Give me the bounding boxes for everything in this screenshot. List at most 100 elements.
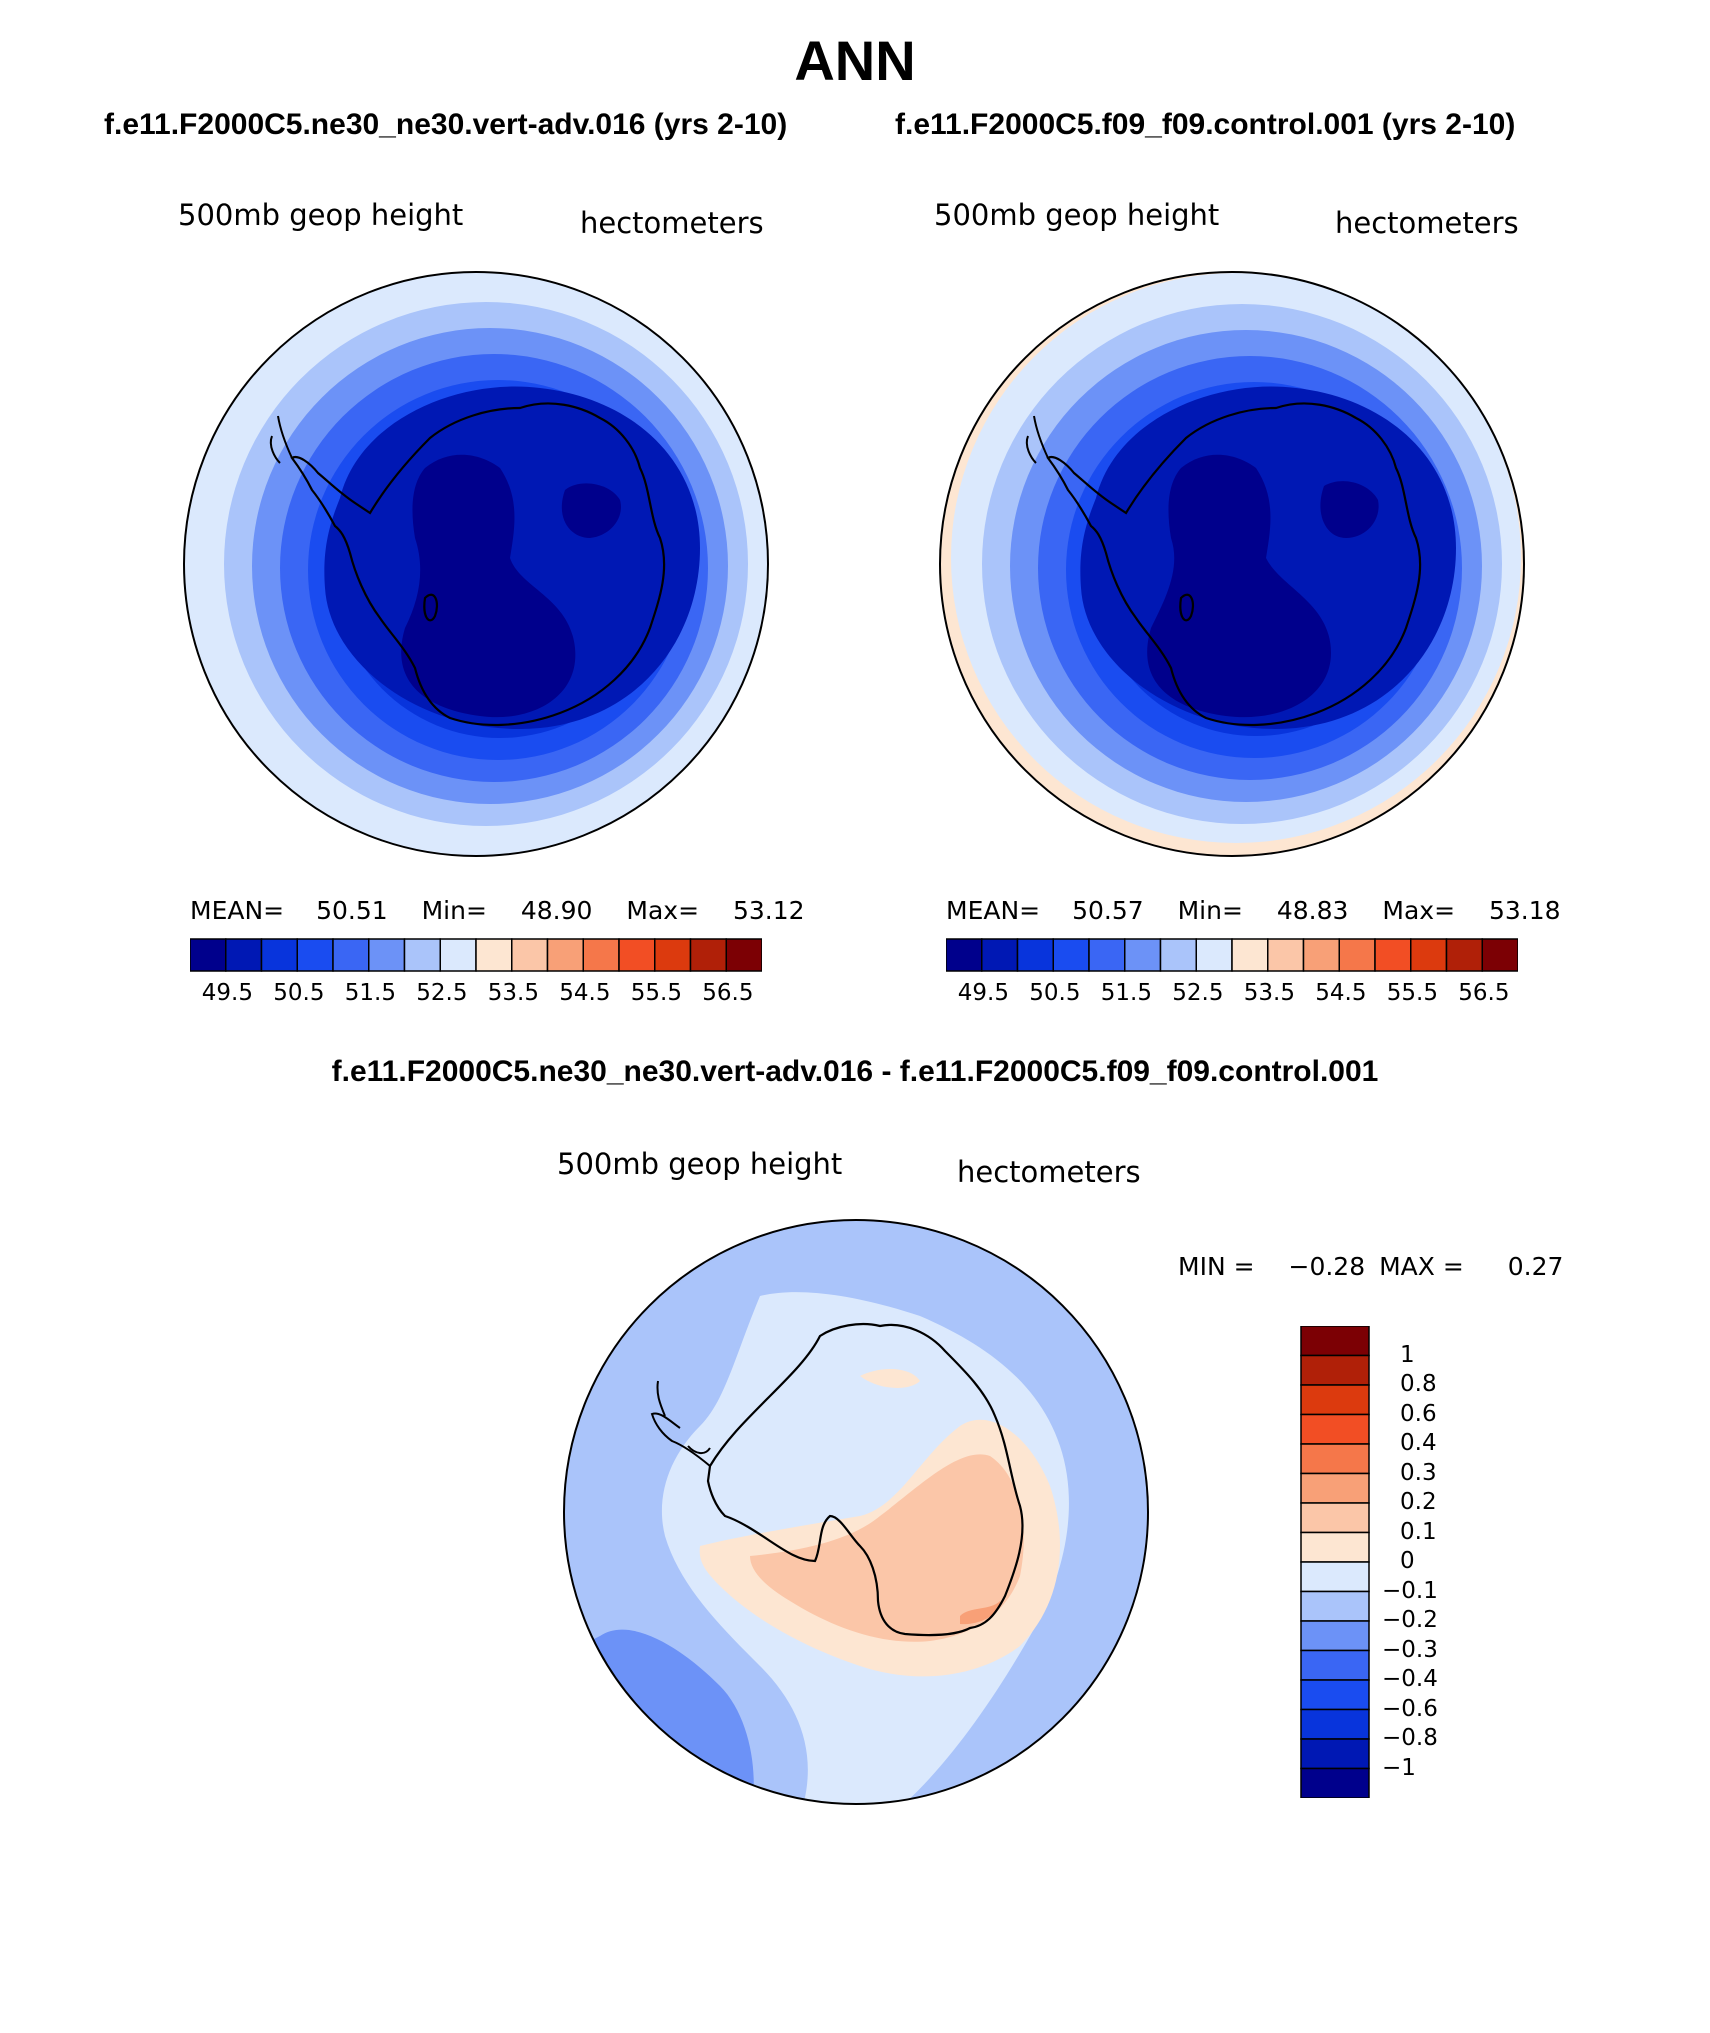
contour-band <box>1147 454 1331 718</box>
colorbar-swatch <box>1300 1620 1370 1652</box>
colorbar-swatch <box>582 938 620 972</box>
max-label: Max= <box>626 896 700 925</box>
colorbar-swatch <box>1300 1472 1370 1504</box>
colorbar-swatch <box>1300 1502 1370 1534</box>
variable-label-left: 500mb geop height <box>178 198 464 232</box>
min-value: 48.90 <box>520 896 593 925</box>
variable-label-right: 500mb geop height <box>934 198 1220 232</box>
min-label: Min= <box>421 896 487 925</box>
colorbar-tick-label: 51.5 <box>344 980 396 1006</box>
colorbar-swatch <box>1300 1738 1370 1770</box>
colorbar-swatch <box>1052 938 1090 972</box>
stats-diff: MIN = −0.28 MAX = 0.27 <box>1178 1252 1563 1281</box>
stats-left: MEAN= 50.51 Min= 48.90 Max= 53.12 <box>190 896 805 925</box>
min-value: 48.83 <box>1276 896 1349 925</box>
stats-right: MEAN= 50.57 Min= 48.83 Max= 53.18 <box>946 896 1561 925</box>
max-value: 53.18 <box>1489 896 1561 925</box>
contour-band <box>960 1601 1001 1625</box>
colorbar-swatch <box>1481 938 1518 972</box>
polar-map-left <box>183 271 769 857</box>
variable-label-diff: 500mb geop height <box>557 1147 843 1181</box>
colorbar-tick-label: 51.5 <box>1100 980 1152 1006</box>
mean-label: MEAN= <box>946 896 1041 925</box>
colorbar-tick-label: 1 <box>1400 1341 1415 1368</box>
coastline <box>1046 402 1422 727</box>
colorbar-tick-label: 54.5 <box>1315 980 1367 1006</box>
colorbar-swatch <box>332 938 370 972</box>
colorbar-swatch <box>296 938 334 972</box>
difference-title: f.e11.F2000C5.ne30_ne30.vert-adv.016 - f… <box>331 1055 1379 1088</box>
colorbar-swatch <box>1195 938 1233 972</box>
colorbar-swatch <box>1300 1767 1370 1798</box>
colorbar-swatch <box>1267 938 1305 972</box>
colorbar-tick-label: −0.4 <box>1382 1666 1438 1692</box>
units-label-diff: hectometers <box>957 1155 1141 1189</box>
colorbar-swatch <box>981 938 1019 972</box>
colorbar-swatch <box>190 938 227 972</box>
colorbar-tick-label: 56.5 <box>1458 980 1510 1006</box>
colorbar-swatch <box>1300 1590 1370 1622</box>
case-title-left: f.e11.F2000C5.ne30_ne30.vert-adv.016 (yr… <box>104 108 788 141</box>
max-label: MAX = <box>1379 1252 1464 1281</box>
colorbar-tick-label: −0.1 <box>1382 1577 1438 1604</box>
colorbar-swatch <box>1088 938 1126 972</box>
contour-band <box>1320 481 1379 538</box>
colorbar-swatch <box>1124 938 1162 972</box>
colorbar-tick-label: 0.1 <box>1400 1518 1437 1545</box>
colorbar-swatch <box>1300 1443 1370 1475</box>
mean-value: 50.57 <box>1072 896 1144 925</box>
coastline <box>290 402 666 727</box>
units-label-left: hectometers <box>580 206 764 240</box>
colorbar-swatch <box>1300 1354 1370 1386</box>
colorbar-tick-label: −0.6 <box>1382 1695 1438 1722</box>
colorbar-tick-label: −0.2 <box>1382 1607 1438 1633</box>
peninsula-coastline <box>269 415 293 464</box>
colorbar-tick-label: 53.5 <box>487 980 539 1006</box>
colorbar-swatch <box>1374 938 1412 972</box>
colorbar-tick-label: 0.2 <box>1400 1489 1437 1515</box>
colorbar-ticks-left: 49.5 50.5 51.5 52.5 53.5 54.5 55.5 56.5 <box>190 980 762 1010</box>
colorbar-ticks-right: 49.5 50.5 51.5 52.5 53.5 54.5 55.5 56.5 <box>946 980 1518 1010</box>
contour-band <box>860 1369 920 1388</box>
colorbar-tick-label: −0.8 <box>1382 1725 1438 1751</box>
min-label: MIN = <box>1178 1252 1255 1281</box>
colorbar-swatch <box>1410 938 1448 972</box>
units-label-right: hectometers <box>1335 206 1519 240</box>
coastline <box>706 1322 1024 1637</box>
max-value: 0.27 <box>1507 1252 1564 1281</box>
colorbar-swatch <box>260 938 298 972</box>
max-label: Max= <box>1382 896 1456 925</box>
colorbar-swatch <box>1302 938 1340 972</box>
colorbar-tick-label: 0.3 <box>1400 1459 1437 1486</box>
colorbar-swatch <box>654 938 692 972</box>
colorbar-diff <box>1300 1326 1370 1798</box>
colorbar-swatch <box>439 938 477 972</box>
contour-band <box>561 483 621 538</box>
colorbar-tick-label: 49.5 <box>201 980 253 1006</box>
colorbar-swatch <box>1300 1649 1370 1681</box>
colorbar-swatch <box>475 938 513 972</box>
colorbar-swatch <box>368 938 406 972</box>
colorbar-tick-label: 0.8 <box>1400 1371 1437 1397</box>
colorbar-tick-label: 50.5 <box>273 980 325 1006</box>
polar-map-right <box>939 271 1525 857</box>
colorbar-tick-label: 0.6 <box>1400 1400 1437 1427</box>
colorbar-swatch <box>1231 938 1269 972</box>
colorbar-tick-label: 49.5 <box>957 980 1009 1006</box>
colorbar-swatch <box>1300 1326 1370 1357</box>
polar-map-diff <box>563 1219 1149 1805</box>
case-title-right: f.e11.F2000C5.f09_f09.control.001 (yrs 2… <box>895 108 1516 141</box>
map-border <box>563 1219 1149 1805</box>
colorbar-swatch <box>1300 1561 1370 1593</box>
colorbar-tick-label: 52.5 <box>416 980 468 1006</box>
colorbar-swatch <box>1300 1413 1370 1445</box>
colorbar-tick-label: −1 <box>1382 1754 1416 1781</box>
colorbar-tick-label: 55.5 <box>630 980 682 1006</box>
colorbar-swatch <box>689 938 727 972</box>
map-border <box>183 271 769 857</box>
colorbar-tick-label: 50.5 <box>1029 980 1081 1006</box>
colorbar-swatch <box>1300 1708 1370 1740</box>
colorbar-swatch <box>546 938 584 972</box>
page-title: ANN <box>794 29 916 92</box>
peninsula-coastline <box>650 1380 711 1467</box>
